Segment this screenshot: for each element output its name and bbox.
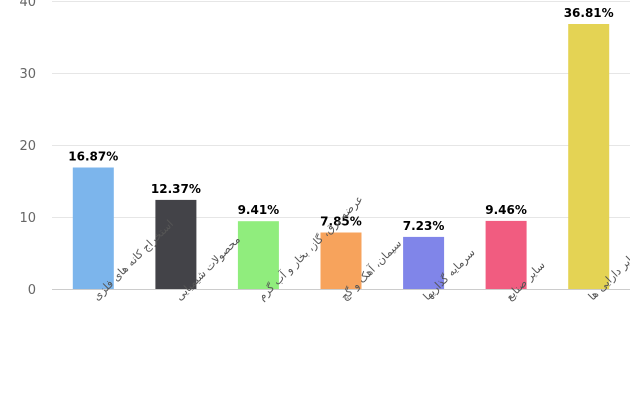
data-label: 7.85% <box>320 215 362 229</box>
bars-layer <box>72 24 610 290</box>
grid-layer <box>52 1 630 290</box>
data-label: 9.46% <box>485 203 527 217</box>
bar[interactable] <box>155 199 197 289</box>
y-tick-label: 40 <box>19 0 36 10</box>
y-tick-label: 30 <box>19 67 36 82</box>
bar[interactable] <box>72 167 114 290</box>
data-labels-layer: 16.87% 12.37% 9.41% 7.85% 7.23% 9.46% 36.81% <box>68 6 613 233</box>
bar[interactable] <box>237 221 279 289</box>
y-tick-label: 10 <box>19 211 36 226</box>
data-label: 16.87% <box>68 150 118 164</box>
bar[interactable] <box>403 236 445 289</box>
y-tick-label: 0 <box>28 283 36 298</box>
data-label: 12.37% <box>151 182 201 196</box>
data-label: 7.23% <box>403 219 445 233</box>
y-axis-ticks: 0 10 20 30 40 <box>19 0 36 298</box>
data-label: 36.81% <box>564 6 614 20</box>
bar[interactable] <box>568 24 610 289</box>
bar[interactable] <box>320 232 362 290</box>
data-label: 9.41% <box>238 203 280 217</box>
y-tick-label: 20 <box>19 139 36 154</box>
bar[interactable] <box>485 220 527 289</box>
